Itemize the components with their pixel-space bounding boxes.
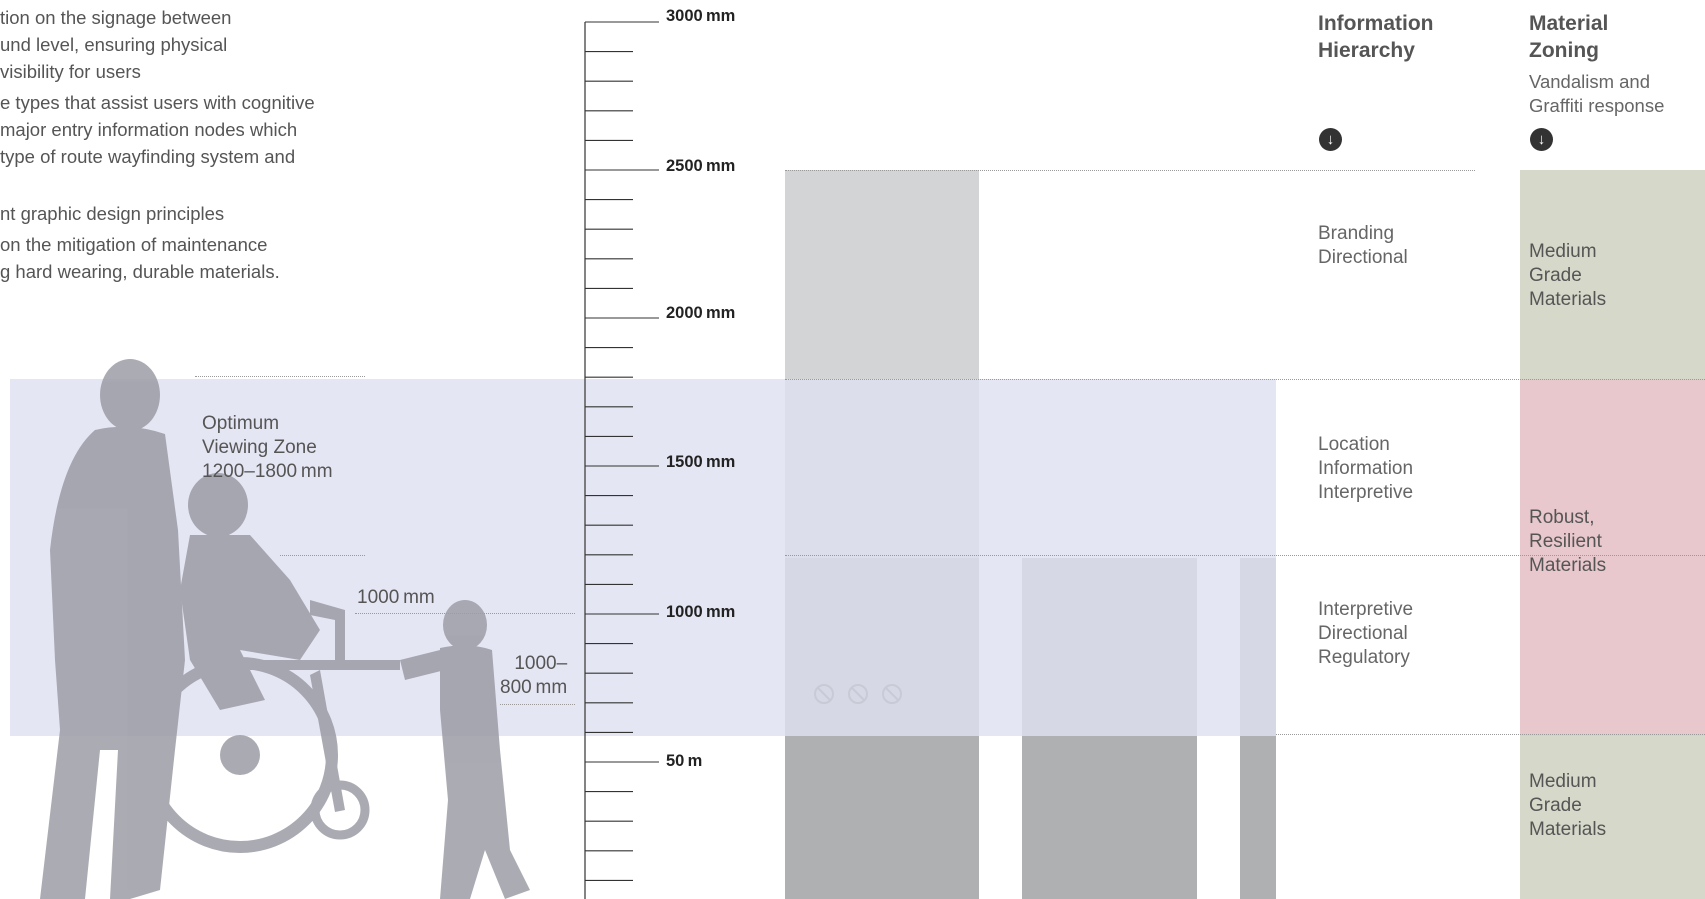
mat-line: Medium (1529, 241, 1597, 262)
material-zoning-heading: Material Zoning (1529, 10, 1608, 64)
material-zoning-subheading: Vandalism and Graffiti response (1529, 70, 1664, 118)
mark-1000-label: 1000 mm (357, 587, 435, 608)
mark-range-label: 1000– 800 mm (500, 652, 567, 700)
rule-1200-right (785, 555, 1705, 556)
material-row-lower: Medium Grade Materials (1529, 770, 1606, 842)
rule-800 (500, 704, 575, 705)
heading-line: Zoning (1529, 39, 1599, 62)
heading-line: Information (1318, 12, 1434, 35)
mat-line: Resilient (1529, 531, 1602, 552)
intro-line: major entry information nodes which (0, 119, 298, 140)
mat-line: Medium (1529, 771, 1597, 792)
mat-line: Materials (1529, 819, 1607, 840)
ruler-label-2000: 2000 mm (666, 304, 736, 322)
intro-line: nt graphic design principles (0, 203, 225, 224)
sub-line: Graffiti response (1529, 95, 1665, 116)
intro-line: on the mitigation of maintenance (0, 234, 268, 255)
mark-range-line: 800 mm (500, 677, 568, 698)
info-line: Information (1318, 458, 1414, 479)
mat-line: Grade (1529, 795, 1582, 816)
material-zone-middle (1520, 379, 1705, 736)
ruler-label-1500: 1500 mm (666, 453, 736, 471)
material-row-upper: Medium Grade Materials (1529, 240, 1606, 312)
no-entry-icon (814, 684, 834, 704)
info-row-location: Location Information Interpretive (1318, 433, 1413, 505)
info-row-branding: Branding Directional (1318, 222, 1408, 270)
ruler-label-2500: 2500 mm (666, 157, 736, 175)
info-line: Branding (1318, 223, 1395, 244)
intro-line: g hard wearing, durable materials. (0, 261, 280, 282)
mark-range-line: 1000– (514, 653, 568, 674)
intro-line: type of route wayfinding system and (0, 146, 296, 167)
arrow-down-circle-icon[interactable]: ↓ (1319, 128, 1342, 151)
sub-line: Vandalism and (1529, 71, 1651, 92)
material-zone-upper (1520, 170, 1705, 379)
wheelchair-user-icon (142, 473, 400, 853)
intro-line: e types that assist users with cognitive (0, 92, 315, 113)
zone-title-line: Optimum (202, 413, 280, 434)
no-entry-icon (882, 684, 902, 704)
intro-text: tion on the signage between und level, e… (0, 4, 315, 285)
info-line: Interpretive (1318, 599, 1414, 620)
info-line: Directional (1318, 247, 1408, 268)
rule-1800 (195, 376, 365, 377)
arrow-down-circle-icon[interactable]: ↓ (1530, 128, 1553, 151)
rule-600 (1276, 734, 1705, 735)
intro-line: und level, ensuring physical (0, 34, 228, 55)
zone-title-line: Viewing Zone (202, 437, 317, 458)
ruler-label-3000: 3000 mm (666, 7, 736, 25)
ruler-label-50m: 50 m (666, 752, 703, 770)
no-entry-icon (848, 684, 868, 704)
rule-1800-right (785, 379, 1705, 380)
mat-line: Grade (1529, 265, 1582, 286)
info-hierarchy-heading: Information Hierarchy (1318, 10, 1434, 64)
mat-line: Materials (1529, 289, 1607, 310)
heading-line: Material (1529, 12, 1609, 35)
intro-line: tion on the signage between (0, 7, 232, 28)
material-row-middle: Robust, Resilient Materials (1529, 506, 1606, 578)
rule-1200 (280, 555, 365, 556)
zone-title: Optimum Viewing Zone 1200–1800 mm (202, 412, 333, 484)
mat-line: Materials (1529, 555, 1607, 576)
material-zone-lower (1520, 736, 1705, 899)
people-silhouettes (40, 359, 530, 899)
child-icon (400, 600, 530, 899)
info-line: Location (1318, 434, 1390, 455)
mat-line: Robust, (1529, 507, 1595, 528)
intro-line: visibility for users (0, 61, 141, 82)
info-line: Directional (1318, 623, 1408, 644)
rule-2500 (785, 170, 1475, 171)
heading-line: Hierarchy (1318, 39, 1415, 62)
info-line: Interpretive (1318, 482, 1414, 503)
info-line: Regulatory (1318, 647, 1410, 668)
zone-title-line: 1200–1800 mm (202, 461, 333, 482)
info-row-interpretive: Interpretive Directional Regulatory (1318, 598, 1413, 670)
ruler-label-1000: 1000 mm (666, 603, 736, 621)
